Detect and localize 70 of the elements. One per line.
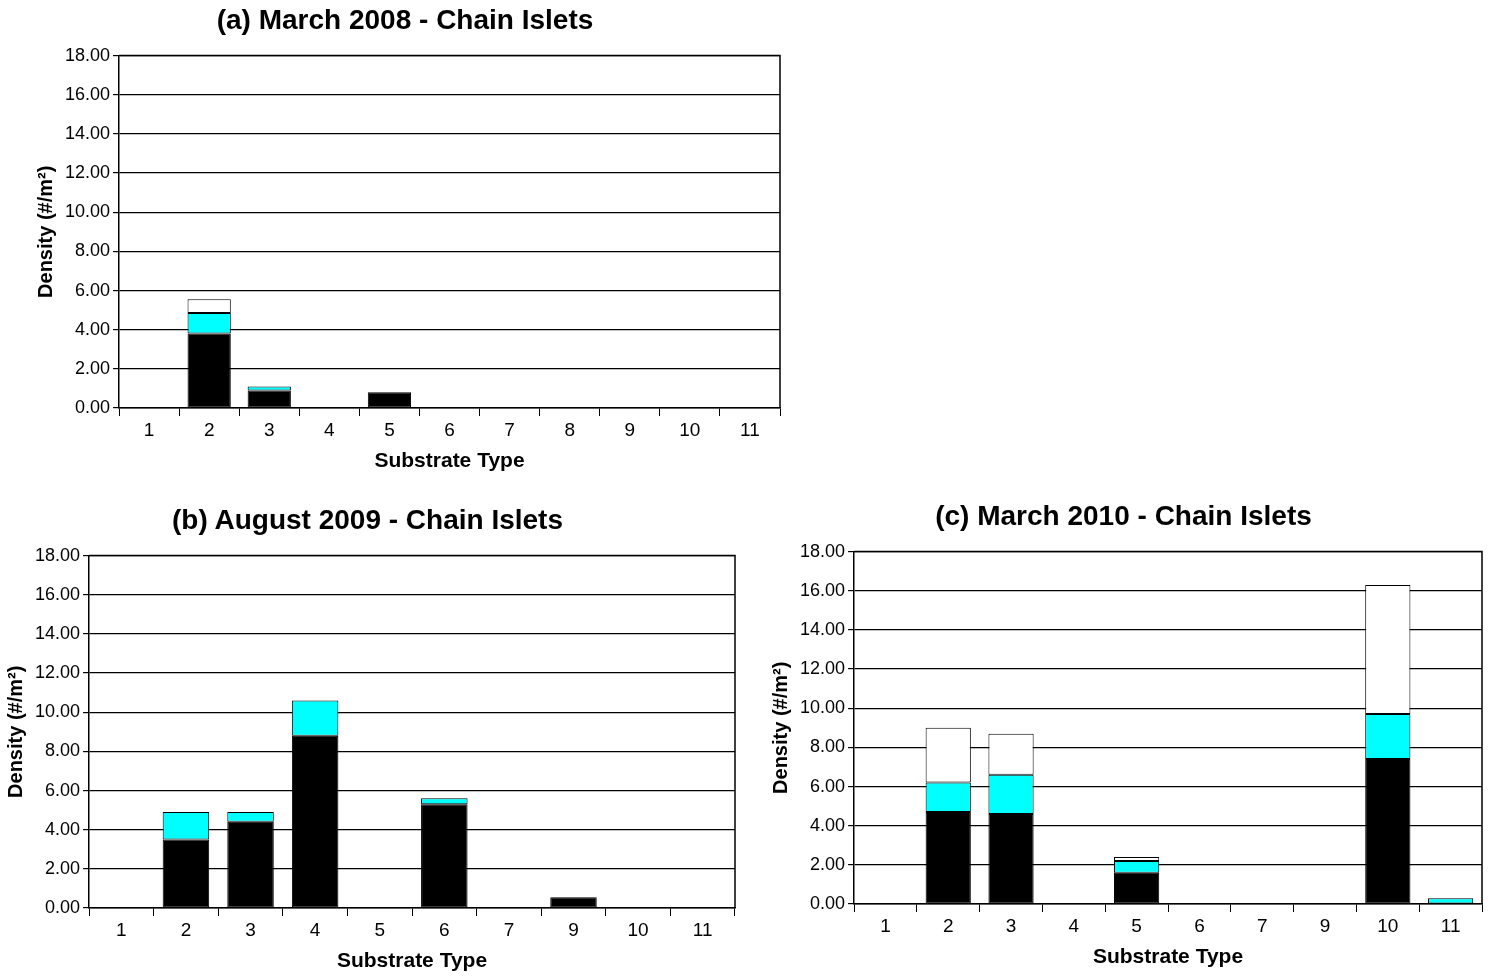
- y-tick-label: 18.00: [35, 544, 81, 565]
- y-tick-label: 4.00: [75, 318, 111, 339]
- x-tick-label: 5: [374, 918, 386, 940]
- x-tick-label: 11: [692, 918, 713, 940]
- y-axis-title: Density (#/m²): [3, 665, 26, 798]
- x-axis-title: Substrate Type: [336, 948, 488, 972]
- y-tick-label: 2.00: [810, 853, 846, 874]
- y-tick-label: 10.00: [35, 701, 81, 722]
- x-tick-label: 2: [180, 918, 192, 940]
- x-tick-label: 10: [1377, 914, 1399, 936]
- x-tick-label: 6: [439, 918, 450, 940]
- x-tick-label: 4: [324, 418, 336, 440]
- x-tick-label: 1: [116, 918, 127, 940]
- y-axis-title: Density (#/m²): [33, 165, 56, 298]
- y-tick-label: 10.00: [800, 697, 846, 718]
- x-tick-label: 8: [564, 418, 575, 440]
- x-tick-label: 10: [679, 418, 701, 440]
- y-tick-label: 12.00: [35, 662, 81, 683]
- y-tick-label: 12.00: [65, 162, 111, 183]
- x-tick-label: 2: [203, 418, 215, 440]
- x-tick-label: 11: [1440, 914, 1461, 936]
- y-tick-label: 16.00: [800, 579, 846, 600]
- y-tick-label: 0.00: [75, 396, 111, 417]
- x-tick-label: 2: [942, 914, 954, 936]
- x-tick-label: 9: [624, 418, 636, 440]
- y-tick-label: 6.00: [810, 775, 846, 796]
- y-axis-title: Density (#/m²): [768, 661, 791, 794]
- x-tick-label: 4: [1068, 914, 1080, 936]
- y-tick-label: 0.00: [810, 892, 846, 913]
- chart-title: (a) March 2008 - Chain Islets: [216, 3, 594, 35]
- x-tick-label: 6: [444, 418, 455, 440]
- y-tick-label: 6.00: [45, 779, 81, 800]
- y-tick-label: 14.00: [800, 618, 846, 639]
- x-tick-label: 1: [880, 914, 891, 936]
- x-tick-label: 3: [1005, 914, 1017, 936]
- x-tick-label: 3: [263, 418, 275, 440]
- y-tick-label: 16.00: [65, 83, 111, 104]
- x-tick-label: 4: [309, 918, 321, 940]
- y-tick-label: 10.00: [65, 201, 111, 222]
- x-tick-label: 9: [568, 918, 579, 940]
- x-tick-label: 7: [1256, 914, 1268, 936]
- x-tick-label: 10: [627, 918, 649, 940]
- x-tick-label: 9: [1319, 914, 1331, 936]
- x-axis-title: Substrate Type: [374, 448, 525, 472]
- y-tick-label: 2.00: [75, 357, 111, 378]
- x-tick-label: 11: [740, 418, 760, 440]
- y-tick-label: 4.00: [45, 818, 81, 839]
- y-tick-label: 12.00: [800, 658, 846, 679]
- y-tick-label: 16.00: [35, 583, 81, 604]
- chart-title: (b) August 2009 - Chain Islets: [171, 503, 564, 535]
- x-tick-label: 6: [1194, 914, 1205, 936]
- y-tick-label: 8.00: [75, 240, 111, 261]
- y-tick-label: 14.00: [65, 122, 111, 143]
- x-tick-label: 1: [143, 418, 155, 440]
- y-tick-label: 14.00: [35, 622, 81, 643]
- y-tick-label: 4.00: [810, 814, 846, 835]
- y-tick-label: 8.00: [810, 736, 846, 757]
- x-tick-label: 7: [504, 418, 515, 440]
- x-tick-label: 5: [1131, 914, 1142, 936]
- y-tick-label: 18.00: [800, 540, 846, 561]
- x-tick-label: 7: [503, 918, 515, 940]
- y-tick-label: 18.00: [65, 44, 111, 65]
- y-tick-label: 2.00: [45, 857, 81, 878]
- x-axis-title: Substrate Type: [1092, 944, 1244, 968]
- x-tick-label: 5: [384, 418, 395, 440]
- y-tick-label: 0.00: [45, 896, 81, 917]
- y-tick-label: 8.00: [45, 740, 81, 761]
- y-tick-label: 6.00: [75, 279, 111, 300]
- x-tick-label: 3: [245, 918, 256, 940]
- chart-title: (c) March 2010 - Chain Islets: [935, 499, 1312, 531]
